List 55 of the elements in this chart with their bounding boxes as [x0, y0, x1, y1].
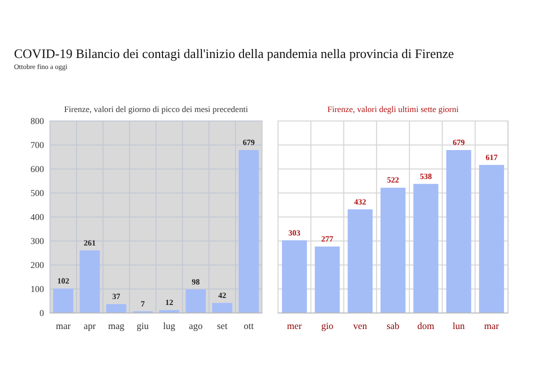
- x-tick-label: mer: [287, 322, 303, 332]
- bar: [380, 188, 406, 313]
- y-tick-label: 800: [30, 116, 44, 126]
- bar: [80, 250, 100, 313]
- bar: [238, 150, 259, 313]
- x-tick-label: ott: [244, 322, 254, 332]
- text: Firenze, valori del giorno di picco dei mesi precedenti: [64, 104, 249, 114]
- data-label: 12: [165, 298, 174, 308]
- data-label: 617: [486, 152, 498, 162]
- data-label: 679: [452, 138, 465, 148]
- data-label: 98: [192, 277, 200, 286]
- data-label: 679: [242, 138, 255, 148]
- x-tick-label: mar: [484, 322, 500, 332]
- y-tick-label: 600: [30, 164, 44, 174]
- bar: [282, 240, 307, 313]
- x-tick-label: giu: [136, 322, 150, 332]
- y-tick-label: 300: [30, 236, 44, 246]
- data-label: 102: [57, 276, 70, 286]
- bar: [348, 209, 373, 313]
- bar: [53, 288, 74, 313]
- data-label: 303: [288, 228, 300, 238]
- bar: [479, 164, 504, 313]
- bar: [186, 289, 206, 313]
- x-tick-label: mar: [56, 322, 72, 332]
- x-tick-label: sab: [386, 322, 400, 332]
- bar: [446, 150, 472, 313]
- x-tick-label: lun: [452, 322, 466, 332]
- data-label: 7: [140, 299, 145, 308]
- bar: [212, 302, 232, 313]
- data-label: 432: [354, 197, 366, 206]
- bar: [413, 184, 438, 313]
- data-label: 42: [218, 290, 226, 300]
- data-label: 522: [387, 176, 399, 185]
- x-tick-label: dom: [417, 322, 435, 332]
- y-tick-label: 700: [30, 140, 44, 150]
- text: Firenze, valori degli ultimi sette giorni: [327, 104, 460, 114]
- data-label: 277: [321, 234, 334, 244]
- y-tick-label: 100: [30, 284, 44, 294]
- y-tick-label: 200: [30, 260, 44, 270]
- y-tick-label: 0: [40, 308, 44, 318]
- y-tick-label: 400: [30, 212, 44, 222]
- x-tick-label: gio: [321, 322, 334, 332]
- x-tick-label: lug: [163, 322, 176, 332]
- x-tick-label: set: [216, 322, 228, 332]
- data-label: 37: [112, 292, 120, 302]
- x-tick-label: ven: [353, 322, 368, 332]
- x-tick-label: mag: [108, 322, 125, 332]
- chart-title: COVID-19 Bilancio dei contagi dall'inizio della pandemia nella provincia di Firenze: [14, 46, 454, 61]
- x-tick-label: apr: [84, 322, 97, 332]
- bar: [106, 304, 126, 313]
- x-tick-label: ago: [188, 322, 203, 332]
- data-label: 538: [420, 172, 432, 181]
- y-tick-label: 500: [30, 188, 44, 198]
- bar: [314, 246, 340, 313]
- data-label: 261: [84, 238, 96, 248]
